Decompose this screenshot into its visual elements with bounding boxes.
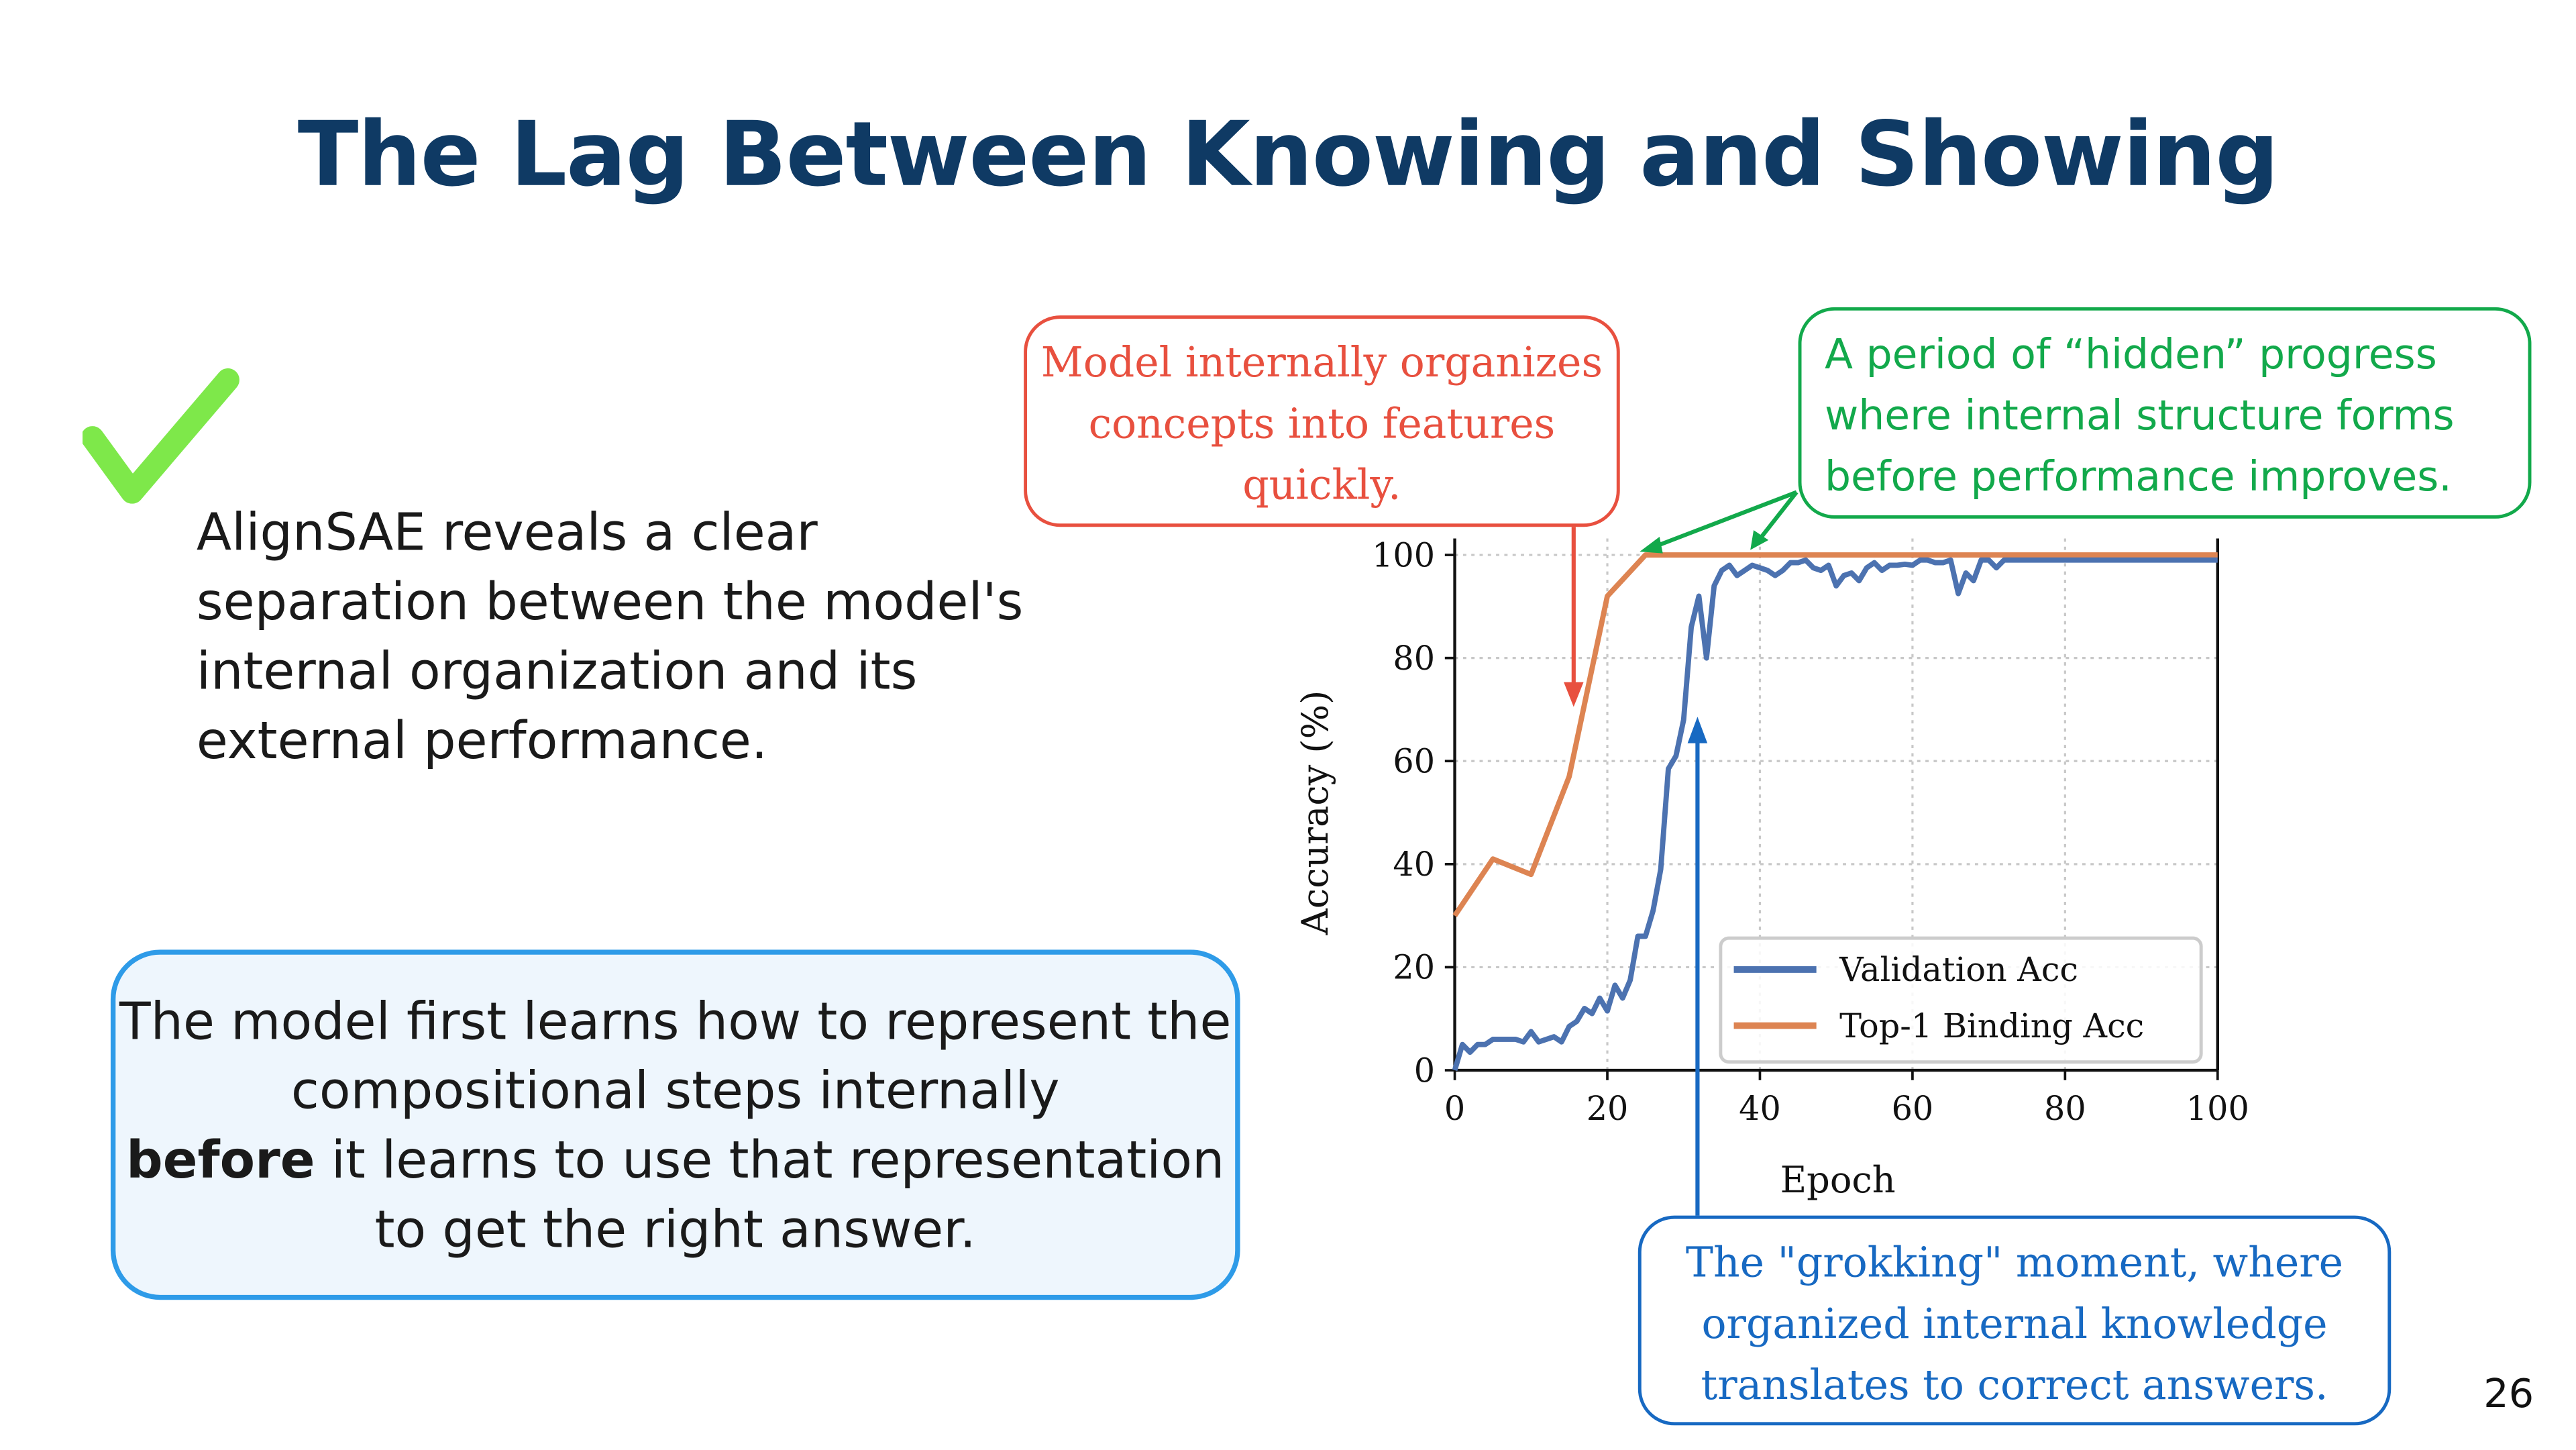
y-tick-label: 20 xyxy=(1393,948,1435,987)
series-line-validation-acc xyxy=(1452,557,2218,1072)
x-tick-label: 40 xyxy=(1739,1089,1781,1128)
y-tick-label: 60 xyxy=(1393,741,1435,780)
summary-text-1: The model first learns how to represent … xyxy=(119,992,1232,1122)
red-arrow xyxy=(1564,527,1584,707)
y-axis-label: Accuracy (%) xyxy=(1294,690,1336,936)
legend-label-validation: Validation Acc xyxy=(1839,950,2078,989)
callout-internal-organization: Model internally organizes concepts into… xyxy=(1024,315,1620,527)
y-tick-label: 40 xyxy=(1393,845,1435,884)
checkmark-icon xyxy=(83,368,239,504)
legend-label-binding: Top-1 Binding Acc xyxy=(1839,1006,2144,1045)
x-tick-label: 100 xyxy=(2186,1089,2249,1128)
page-number: 26 xyxy=(2483,1371,2534,1417)
x-tick-label: 80 xyxy=(2044,1089,2086,1128)
y-tick-label: 80 xyxy=(1393,639,1435,678)
series-group xyxy=(1452,552,2218,1072)
axes: 0 20 40 60 80 100 0 20 40 60 80 100 xyxy=(1372,535,2249,1128)
slide-title: The Lag Between Knowing and Showing xyxy=(297,102,2279,207)
summary-bold: before xyxy=(126,1131,315,1191)
x-tick-label: 60 xyxy=(1892,1089,1934,1128)
x-axis-label: Epoch xyxy=(1780,1159,1896,1201)
x-tick-label: 20 xyxy=(1587,1089,1629,1128)
green-arrows xyxy=(1640,490,1799,554)
callout-hidden-progress: A period of “hidden” progress where inte… xyxy=(1798,307,2532,519)
callout-grokking: The "grokking" moment, where organized i… xyxy=(1638,1215,2392,1426)
blue-arrow xyxy=(1687,717,1708,1216)
bullet-text: AlignSAE reveals a clear separation betw… xyxy=(196,503,1024,772)
summary-text-2: it learns to use that representation to … xyxy=(315,1131,1225,1261)
summary-box: The model first learns how to represent … xyxy=(110,949,1240,1300)
series-line-top-1-binding-acc xyxy=(1452,552,2218,917)
legend: Validation Acc Top-1 Binding Acc xyxy=(1719,936,2203,1064)
y-tick-label: 100 xyxy=(1372,535,1435,574)
x-tick-label: 0 xyxy=(1444,1089,1465,1128)
y-tick-label: 0 xyxy=(1414,1051,1435,1090)
